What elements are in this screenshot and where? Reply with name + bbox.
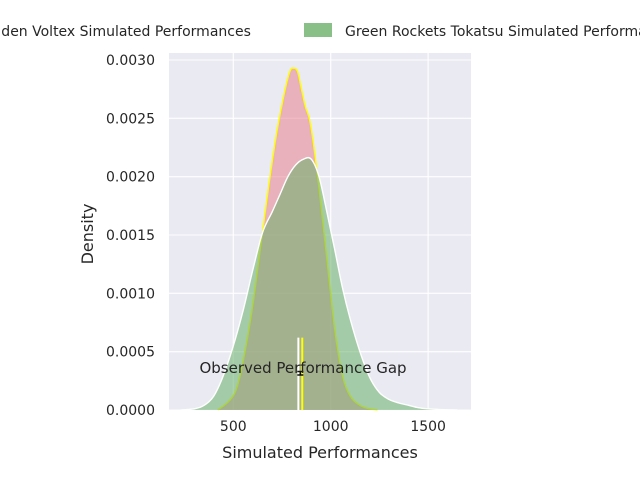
- x-axis-label: Simulated Performances: [222, 443, 418, 462]
- density-line-green-rockets: [180, 156, 458, 411]
- legend-label-green-rockets: Green Rockets Tokatsu Simulated Performa…: [345, 24, 640, 40]
- legend: Golden Voltex Simulated Performances Gre…: [0, 23, 640, 40]
- legend-label-golden-voltex: Golden Voltex Simulated Performances: [0, 24, 251, 40]
- observed-markers: [297, 337, 304, 410]
- x-axis-ticks: 500 1000 1500: [220, 419, 446, 435]
- y-tick-label: 0.0025: [106, 111, 155, 127]
- annotation-group: Observed Performance Gap: [199, 359, 406, 377]
- y-axis-ticks: 0.0000 0.0005 0.0010 0.0015 0.0020 0.0025 0.00…: [106, 53, 155, 419]
- y-axis-label: Density: [78, 204, 97, 265]
- legend-swatch-green-rockets: [304, 23, 332, 37]
- y-tick-label: 0.0000: [106, 403, 155, 419]
- x-tick-label: 1500: [410, 419, 446, 435]
- y-tick-label: 0.0015: [106, 228, 155, 244]
- density-area-green-rockets: [180, 157, 458, 410]
- y-tick-label: 0.0020: [106, 170, 155, 186]
- y-tick-label: 0.0030: [106, 53, 155, 69]
- x-tick-label: 1000: [313, 419, 349, 435]
- x-tick-label: 500: [220, 419, 247, 435]
- annotation-text: Observed Performance Gap: [199, 359, 406, 377]
- y-tick-label: 0.0005: [106, 345, 155, 361]
- y-tick-label: 0.0010: [106, 286, 155, 302]
- density-areas: [180, 67, 458, 411]
